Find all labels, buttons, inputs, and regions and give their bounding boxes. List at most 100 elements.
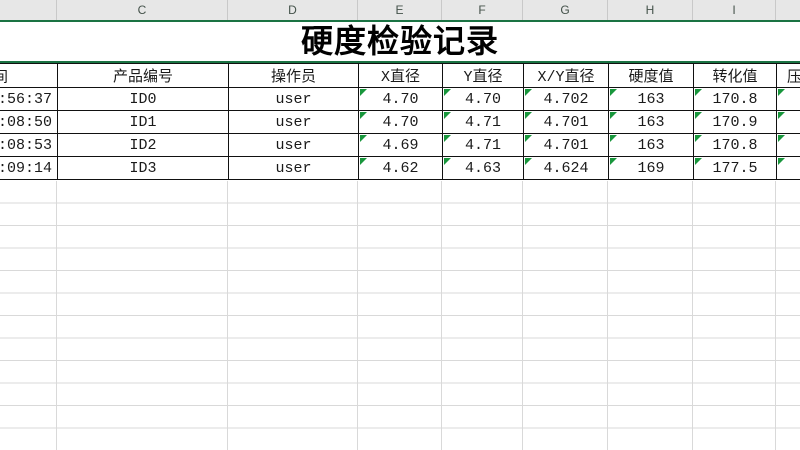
cell-xy-diameter[interactable]: 4.701 (523, 134, 608, 156)
cell-x-diameter[interactable]: 4.70 (358, 88, 442, 110)
cell-value: 4.71 (464, 113, 501, 131)
gridline-vertical (441, 181, 442, 450)
cell-converted[interactable]: 177.5 (693, 157, 776, 179)
cell-value: 4.70 (464, 90, 501, 108)
column-header-I[interactable]: I (693, 0, 776, 20)
cell-hardness[interactable]: 163 (608, 88, 693, 110)
cell-product-id[interactable]: ID2 (57, 134, 228, 156)
green-corner-indicator-icon (695, 89, 702, 96)
green-corner-indicator-icon (360, 89, 367, 96)
cell-time[interactable]: :09:14 (0, 157, 57, 179)
cell-operator[interactable]: user (228, 88, 358, 110)
green-corner-indicator-icon (695, 158, 702, 165)
column-header-C[interactable]: C (57, 0, 228, 20)
header-cell-operator[interactable]: 操作员 (228, 64, 358, 87)
cell-y-diameter[interactable]: 4.70 (442, 88, 523, 110)
green-corner-indicator-icon (778, 89, 785, 96)
cell-hardness[interactable]: 169 (608, 157, 693, 179)
cell-clipped-right[interactable] (776, 111, 800, 133)
cell-product-id[interactable]: ID3 (57, 157, 228, 179)
green-corner-indicator-icon (610, 112, 617, 119)
header-clipped-label: 压 (787, 65, 800, 86)
cell-value: 170.8 (712, 136, 758, 154)
column-header-E[interactable]: E (358, 0, 442, 20)
green-corner-indicator-icon (360, 135, 367, 142)
cell-time[interactable]: :08:53 (0, 134, 57, 156)
cell-xy-diameter[interactable]: 4.624 (523, 157, 608, 179)
empty-grid-area[interactable] (0, 181, 800, 450)
green-corner-indicator-icon (695, 135, 702, 142)
green-corner-indicator-icon (444, 112, 451, 119)
cell-operator[interactable]: user (228, 157, 358, 179)
cell-hardness[interactable]: 163 (608, 134, 693, 156)
header-cell-hardness[interactable]: 硬度值 (608, 64, 693, 87)
cell-converted[interactable]: 170.8 (693, 88, 776, 110)
header-cell-time[interactable]: 时间 (0, 64, 57, 87)
cell-xy-diameter[interactable]: 4.702 (523, 88, 608, 110)
green-corner-indicator-icon (610, 89, 617, 96)
header-cell-xy-diameter[interactable]: X/Y直径 (523, 64, 608, 87)
gridline-vertical (775, 181, 776, 450)
green-corner-indicator-icon (778, 112, 785, 119)
green-corner-indicator-icon (444, 89, 451, 96)
table-row: :09:14 ID3 user 4.62 4.63 4.624 169 177.… (0, 157, 800, 180)
header-cell-y-diameter[interactable]: Y直径 (442, 64, 523, 87)
cell-value: 4.62 (382, 159, 419, 177)
column-header-partial-right[interactable] (776, 0, 800, 20)
green-corner-indicator-icon (695, 112, 702, 119)
gridline-vertical (607, 181, 608, 450)
cell-clipped-right[interactable] (776, 134, 800, 156)
cell-value: 177.5 (712, 159, 758, 177)
cell-value: 4.624 (543, 159, 589, 177)
cell-clipped-right[interactable] (776, 157, 800, 179)
cell-time[interactable]: :08:50 (0, 111, 57, 133)
cell-value: 4.63 (464, 159, 501, 177)
cell-y-diameter[interactable]: 4.63 (442, 157, 523, 179)
cell-product-id[interactable]: ID1 (57, 111, 228, 133)
cell-value: 4.71 (464, 136, 501, 154)
cell-converted[interactable]: 170.8 (693, 134, 776, 156)
header-cell-converted[interactable]: 转化值 (693, 64, 776, 87)
gridline-vertical (227, 181, 228, 450)
gridline-vertical (56, 181, 57, 450)
table-row: :56:37 ID0 user 4.70 4.70 4.702 163 170.… (0, 88, 800, 111)
cell-value: 163 (637, 136, 665, 154)
title-cell[interactable]: 硬度检验记录 (0, 22, 800, 61)
cell-operator[interactable]: user (228, 134, 358, 156)
cell-y-diameter[interactable]: 4.71 (442, 134, 523, 156)
green-corner-indicator-icon (525, 135, 532, 142)
cell-value: 4.70 (382, 90, 419, 108)
cell-value: 4.701 (543, 136, 589, 154)
cell-product-id[interactable]: ID0 (57, 88, 228, 110)
column-header-F[interactable]: F (442, 0, 523, 20)
green-corner-indicator-icon (360, 112, 367, 119)
cell-y-diameter[interactable]: 4.71 (442, 111, 523, 133)
cell-value: 169 (637, 159, 665, 177)
column-header-D[interactable]: D (228, 0, 358, 20)
table-row: :08:53 ID2 user 4.69 4.71 4.701 163 170.… (0, 134, 800, 157)
green-corner-indicator-icon (610, 158, 617, 165)
cell-x-diameter[interactable]: 4.70 (358, 111, 442, 133)
cell-clipped-right[interactable] (776, 88, 800, 110)
header-cell-x-diameter[interactable]: X直径 (358, 64, 442, 87)
table-header-row: 时间 产品编号 操作员 X直径 Y直径 X/Y直径 硬度值 转化值 压 (0, 63, 800, 88)
cell-x-diameter[interactable]: 4.62 (358, 157, 442, 179)
cell-value: 4.702 (543, 90, 589, 108)
header-cell-clipped-right[interactable]: 压 (776, 64, 800, 87)
cell-value: 170.9 (712, 113, 758, 131)
column-header-H[interactable]: H (608, 0, 693, 20)
cell-x-diameter[interactable]: 4.69 (358, 134, 442, 156)
cell-value: 170.8 (712, 90, 758, 108)
cell-hardness[interactable]: 163 (608, 111, 693, 133)
sheet-title: 硬度检验记录 (300, 22, 499, 60)
column-header-G[interactable]: G (523, 0, 608, 20)
gridline-vertical (357, 181, 358, 450)
cell-xy-diameter[interactable]: 4.701 (523, 111, 608, 133)
cell-converted[interactable]: 170.9 (693, 111, 776, 133)
header-cell-product-id[interactable]: 产品编号 (57, 64, 228, 87)
column-header-partial-left[interactable] (0, 0, 57, 20)
cell-time[interactable]: :56:37 (0, 88, 57, 110)
cell-operator[interactable]: user (228, 111, 358, 133)
green-corner-indicator-icon (444, 158, 451, 165)
